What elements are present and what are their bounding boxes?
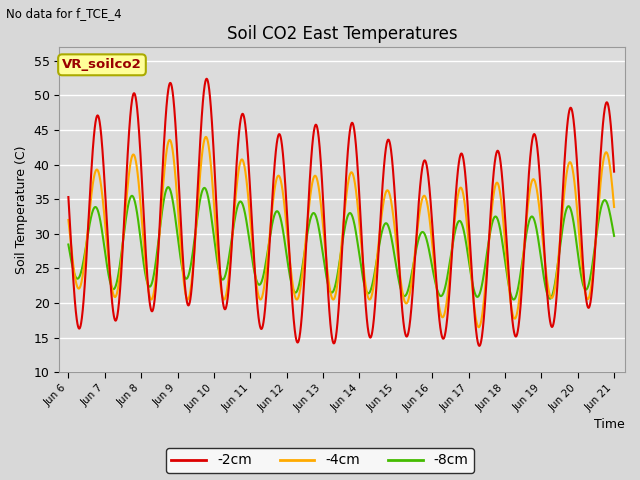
Text: No data for f_TCE_4: No data for f_TCE_4 — [6, 7, 122, 20]
Legend: -2cm, -4cm, -8cm: -2cm, -4cm, -8cm — [166, 448, 474, 473]
Title: Soil CO2 East Temperatures: Soil CO2 East Temperatures — [227, 24, 458, 43]
Y-axis label: Soil Temperature (C): Soil Temperature (C) — [15, 145, 28, 274]
Text: VR_soilco2: VR_soilco2 — [62, 58, 142, 72]
X-axis label: Time: Time — [595, 419, 625, 432]
